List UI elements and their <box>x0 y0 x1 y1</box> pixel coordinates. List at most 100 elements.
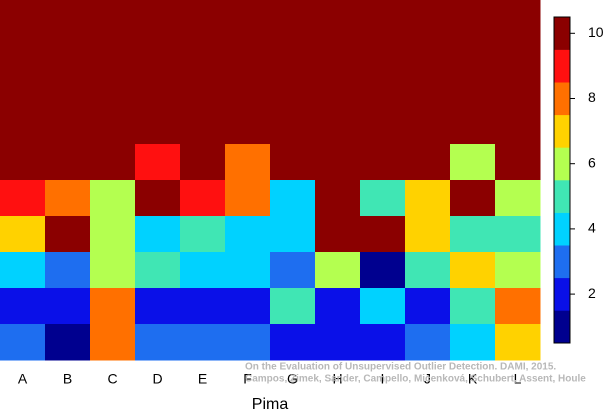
heatmap-cell <box>45 288 91 325</box>
heatmap-cell <box>180 288 226 325</box>
heatmap-cell <box>450 36 496 73</box>
colorbar-tick-label: 10 <box>588 24 604 40</box>
heatmap-cell <box>135 216 181 253</box>
heatmap-cell <box>225 324 271 361</box>
heatmap-cell <box>405 36 451 73</box>
x-tick-label: B <box>63 371 72 387</box>
heatmap-cell <box>45 324 91 361</box>
heatmap-cell <box>90 0 136 37</box>
heatmap-cell <box>450 0 496 37</box>
heatmap-cell <box>0 324 46 361</box>
heatmap-cell <box>135 252 181 289</box>
x-tick-label: F <box>243 371 252 387</box>
heatmap-cell <box>135 288 181 325</box>
heatmap-cell <box>180 108 226 145</box>
colorbar-swatch <box>554 180 570 213</box>
x-tick-label: H <box>332 371 342 387</box>
heatmap-cell <box>495 144 541 181</box>
heatmap-cell <box>405 72 451 109</box>
heatmap-cell <box>90 324 136 361</box>
heatmap-cell <box>180 216 226 253</box>
heatmap-cell <box>495 180 541 217</box>
colorbar-tick-label: 6 <box>588 154 596 170</box>
heatmap-cell <box>495 252 541 289</box>
heatmap-cell <box>495 36 541 73</box>
heatmap-cell <box>45 108 91 145</box>
heatmap-cell <box>0 216 46 253</box>
heatmap-cell <box>495 108 541 145</box>
heatmap-cell <box>450 252 496 289</box>
heatmap-cell <box>45 0 91 37</box>
heatmap-cell <box>405 216 451 253</box>
heatmap-cell <box>225 0 271 37</box>
x-tick-label: L <box>514 371 522 387</box>
heatmap-cell <box>270 216 316 253</box>
heatmap-cell <box>360 108 406 145</box>
x-tick-label: J <box>424 371 431 387</box>
attribution: Campos, Zimek, Sander, Campello, Micenko… <box>245 374 586 385</box>
heatmap-cell <box>315 180 361 217</box>
heatmap-cell <box>225 252 271 289</box>
heatmap-cell <box>45 72 91 109</box>
heatmap-cell <box>450 144 496 181</box>
heatmap-cell <box>225 36 271 73</box>
heatmap-cell <box>270 252 316 289</box>
heatmap-cell <box>225 108 271 145</box>
heatmap-cell <box>135 0 181 37</box>
heatmap-cell <box>360 180 406 217</box>
heatmap-cell <box>315 72 361 109</box>
heatmap-cell <box>90 252 136 289</box>
heatmap-cell <box>90 108 136 145</box>
heatmap-cell <box>315 0 361 37</box>
heatmap-cell <box>360 36 406 73</box>
heatmap-cell <box>405 108 451 145</box>
heatmap-cell <box>495 324 541 361</box>
heatmap-cell <box>180 72 226 109</box>
colorbar-tick-label: 2 <box>588 285 596 301</box>
heatmap-cell <box>135 72 181 109</box>
heatmap-cell <box>180 252 226 289</box>
heatmap-cell <box>270 108 316 145</box>
heatmap-cell <box>270 36 316 73</box>
heatmap-cell <box>405 144 451 181</box>
heatmap-cell <box>225 180 271 217</box>
attribution: On the Evaluation of Unsupervised Outlie… <box>245 362 556 373</box>
heatmap-cell <box>315 324 361 361</box>
heatmap-cell <box>225 288 271 325</box>
heatmap-cell <box>360 324 406 361</box>
heatmap-cell <box>45 36 91 73</box>
heatmap-cell <box>315 36 361 73</box>
heatmap-cell <box>450 324 496 361</box>
heatmap-cell <box>225 144 271 181</box>
x-axis-label: Pima <box>252 396 289 413</box>
heatmap-cell <box>135 144 181 181</box>
heatmap-cell <box>45 180 91 217</box>
colorbar-tick-label: 4 <box>588 220 596 236</box>
heatmap-cell <box>450 180 496 217</box>
heatmap-cell <box>270 180 316 217</box>
heatmap-cell <box>0 288 46 325</box>
heatmap-cell <box>270 324 316 361</box>
heatmap-cell <box>180 324 226 361</box>
heatmap-cell <box>360 144 406 181</box>
x-tick-label: G <box>287 371 298 387</box>
heatmap-cell <box>225 216 271 253</box>
x-tick-label: E <box>198 371 207 387</box>
heatmap-cell <box>360 252 406 289</box>
heatmap-cell <box>405 252 451 289</box>
heatmap-cell <box>0 144 46 181</box>
heatmap-cell <box>360 216 406 253</box>
heatmap-cell <box>405 0 451 37</box>
heatmap-cell <box>450 108 496 145</box>
colorbar-swatch <box>554 277 570 311</box>
heatmap-cell <box>450 72 496 109</box>
colorbar-swatch <box>554 245 570 279</box>
colorbar-swatch <box>554 82 570 116</box>
colorbar-swatch <box>554 17 570 50</box>
x-tick-label: D <box>152 371 162 387</box>
heatmap-cell <box>270 144 316 181</box>
heatmap-cell <box>405 324 451 361</box>
heatmap-cell <box>135 180 181 217</box>
heatmap-cell <box>315 144 361 181</box>
x-tick-label: I <box>381 371 385 387</box>
